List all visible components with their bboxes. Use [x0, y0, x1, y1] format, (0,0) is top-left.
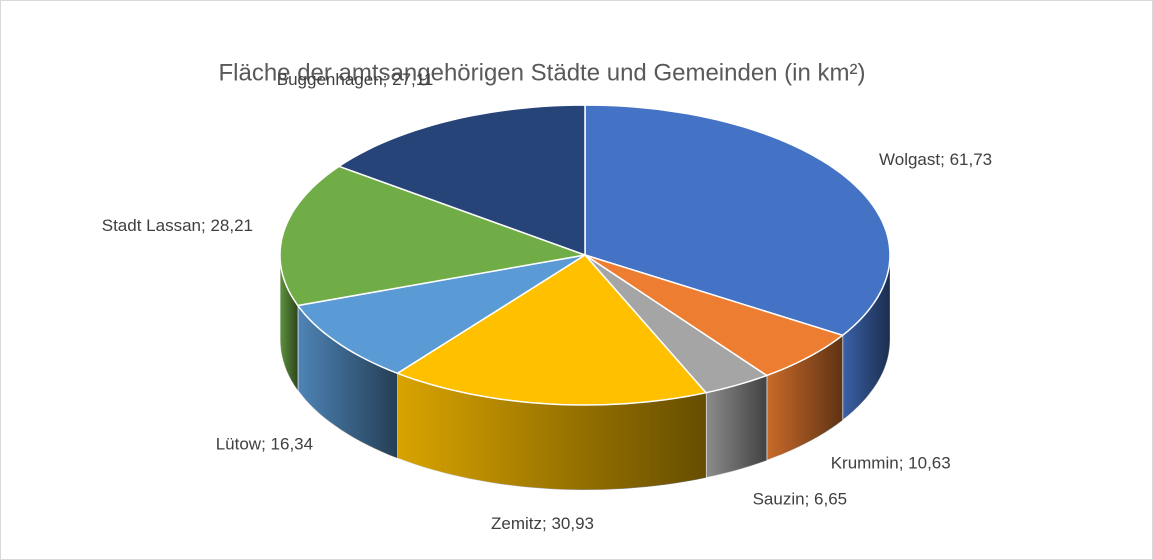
data-label: Buggenhagen; 27,11: [277, 71, 434, 90]
slice-side-shade: [297, 305, 398, 459]
label-separator: ;: [542, 514, 551, 533]
label-category: Sauzin: [753, 490, 805, 509]
data-label: Zemitz; 30,93: [491, 514, 594, 533]
label-category: Lütow: [216, 435, 262, 454]
label-value: 27,11: [392, 71, 433, 90]
chart-title: Fläche der amtsangehörigen Städte und Ge…: [218, 59, 865, 86]
slice: [584, 254, 845, 377]
label-category: Krummin: [831, 454, 899, 473]
label-value: 6,65: [814, 490, 847, 509]
data-label: Stadt Lassan; 28,21: [102, 216, 253, 235]
slice-side-shade: [842, 255, 890, 421]
label-value: 16,34: [271, 435, 314, 454]
data-label: Sauzin; 6,65: [753, 490, 848, 509]
slice: [395, 254, 708, 406]
label-category: Stadt Lassan: [102, 216, 201, 235]
label-separator: ;: [899, 454, 908, 473]
label-value: 30,93: [551, 514, 594, 533]
data-label: Lütow; 16,34: [216, 435, 313, 454]
label-value: 28,21: [210, 216, 253, 235]
label-separator: ;: [261, 435, 270, 454]
slice: [296, 254, 586, 375]
data-label: Krummin; 10,63: [831, 454, 951, 473]
label-category: Buggenhagen: [277, 71, 383, 90]
label-value: 10,63: [908, 454, 951, 473]
label-category: Wolgast: [879, 150, 940, 169]
slice-side-shade: [766, 335, 843, 461]
slice: [584, 254, 769, 394]
label-separator: ;: [940, 150, 949, 169]
slice: [279, 165, 588, 307]
label-separator: ;: [383, 71, 392, 90]
label-separator: ;: [805, 490, 814, 509]
label-separator: ;: [201, 216, 210, 235]
slice-side-shade: [397, 373, 706, 490]
slice: [337, 104, 586, 257]
label-value: 61,73: [950, 150, 993, 169]
slice: [584, 104, 891, 337]
slice-side-shade: [280, 255, 298, 391]
label-category: Zemitz: [491, 514, 542, 533]
slice-side-shade: [706, 375, 767, 478]
data-label: Wolgast; 61,73: [879, 150, 992, 169]
